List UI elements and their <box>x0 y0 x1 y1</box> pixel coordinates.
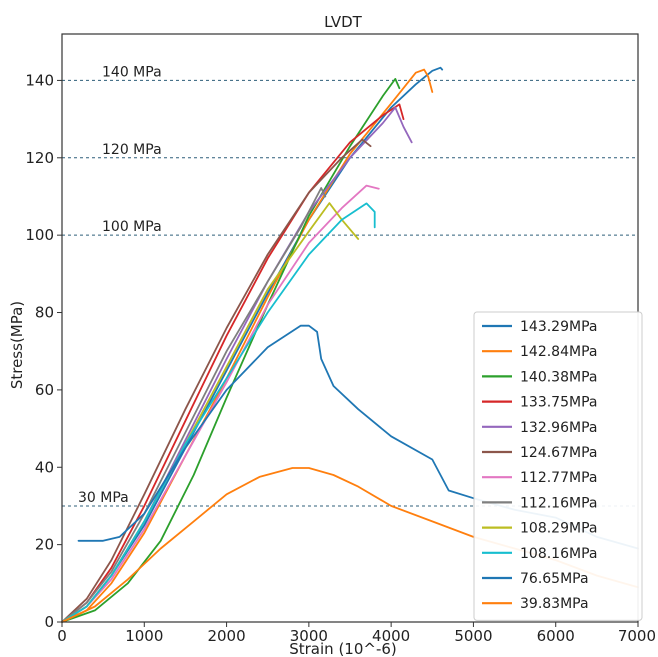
x-tick-label: 6000 <box>537 627 575 645</box>
reference-line-label: 120 MPa <box>102 142 162 158</box>
reference-line-label: 140 MPa <box>102 64 162 80</box>
legend-entry-label: 39.83MPa <box>520 596 589 612</box>
legend-entry-label: 108.29MPa <box>520 521 597 537</box>
y-axis-ticks: 0 20 40 60 80 100 120 140 <box>25 71 62 631</box>
y-tick-label: 140 <box>25 71 54 89</box>
series-line <box>61 202 376 623</box>
series-line <box>61 184 380 623</box>
legend-entry-label: 132.96MPa <box>520 420 597 436</box>
series-line <box>61 103 405 623</box>
legend-entry-label: 112.16MPa <box>520 495 597 511</box>
legend-entry-label: 108.16MPa <box>520 546 597 562</box>
legend-box <box>473 311 643 621</box>
y-tick-label: 20 <box>35 536 54 554</box>
x-tick-label: 7000 <box>618 627 656 645</box>
legend-entry-label: 143.29MPa <box>520 319 597 335</box>
y-axis-title: Stress(MPa) <box>8 301 26 389</box>
series-line <box>61 78 401 623</box>
legend-entry-label: 76.65MPa <box>520 571 589 587</box>
x-tick-label: 1000 <box>125 627 163 645</box>
y-tick-label: 120 <box>25 149 54 167</box>
reference-line-label: 100 MPa <box>102 219 162 235</box>
x-tick-label: 4000 <box>372 627 410 645</box>
x-tick-label: 2000 <box>207 627 245 645</box>
legend-entry-label: 112.77MPa <box>520 470 597 486</box>
legend-entry-label: 140.38MPa <box>520 369 597 385</box>
x-tick-label: 5000 <box>454 627 492 645</box>
y-tick-label: 40 <box>35 458 54 476</box>
y-tick-label: 80 <box>35 304 54 322</box>
chart-title: LVDT <box>324 13 363 31</box>
legend: 143.29MPa 142.84MPa 140.38MPa 133.75MPa 132.… <box>473 311 643 621</box>
legend-entry-label: 124.67MPa <box>520 445 597 461</box>
legend-entry-label: 133.75MPa <box>520 395 597 411</box>
y-tick-label: 0 <box>44 613 54 631</box>
x-axis-ticks: 0 1000 2000 3000 4000 5000 6000 7000 <box>57 622 656 645</box>
x-tick-label: 0 <box>57 627 67 645</box>
x-axis-title: Strain (10^-6) <box>289 640 397 657</box>
reference-lines: 140 MPa 120 MPa 100 MPa 30 MPa <box>62 64 638 507</box>
y-tick-label: 100 <box>25 226 54 244</box>
x-tick-label: 3000 <box>290 627 328 645</box>
y-tick-label: 60 <box>35 381 54 399</box>
data-series <box>61 66 639 623</box>
series-line <box>61 187 327 623</box>
series-line <box>61 138 372 623</box>
legend-entry-label: 142.84MPa <box>520 344 597 360</box>
reference-line-label: 30 MPa <box>78 490 129 506</box>
